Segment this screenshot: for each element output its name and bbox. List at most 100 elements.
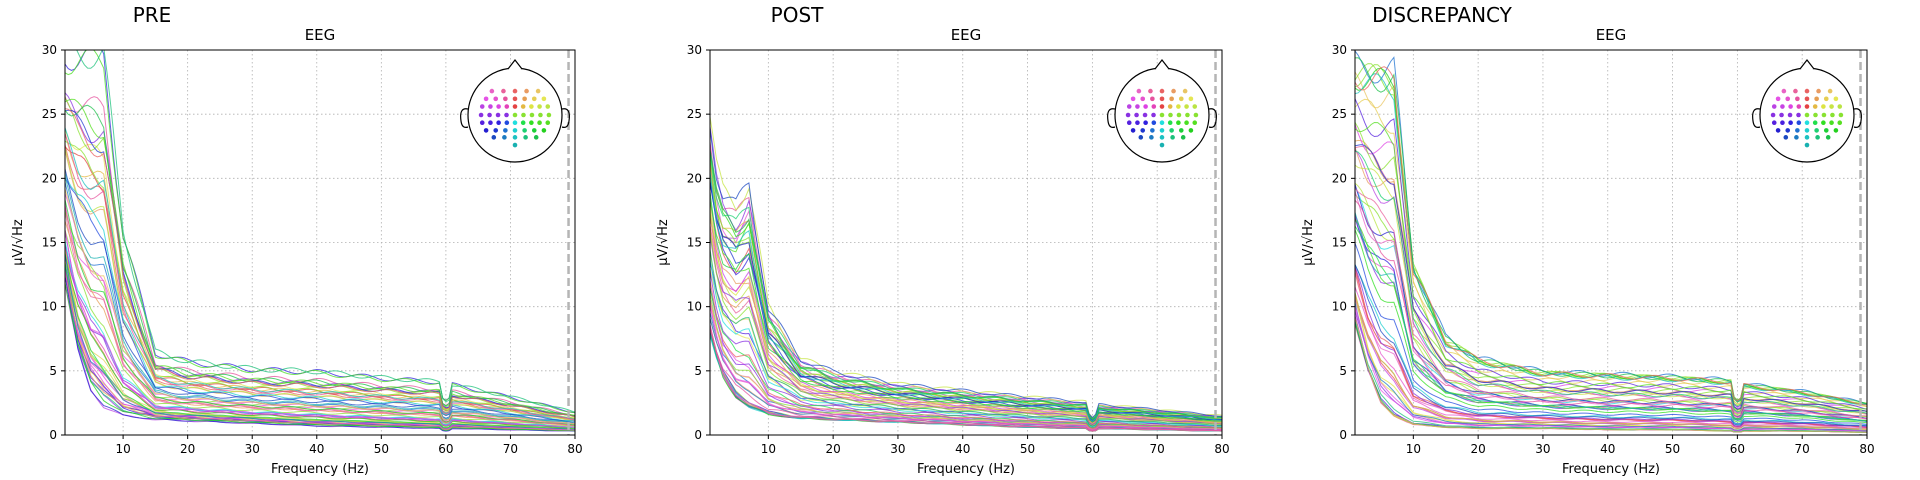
sensor-dot — [522, 96, 527, 102]
y-axis-label: µV/√Hz — [656, 219, 671, 266]
sensor-dot — [1143, 104, 1148, 109]
sensor-dot — [1130, 96, 1136, 102]
sensor-dot — [1804, 104, 1810, 109]
sensor-dot — [1159, 104, 1165, 109]
channel-trace — [1355, 66, 1867, 406]
sensor-dot — [521, 112, 526, 118]
sensor-dot — [1180, 135, 1186, 140]
sensor-dot — [1149, 135, 1154, 140]
channel-trace — [65, 243, 575, 428]
panel-pre: 10 20 30 40 50 60 70 80 0 5 10 15 20 25 30 Frequency (H… — [11, 3, 583, 477]
panel-title: DISCREPANCY — [1372, 3, 1513, 27]
channel-trace — [710, 288, 1222, 429]
sensor-dot — [538, 112, 543, 118]
sensor-dot — [1182, 88, 1188, 94]
sensor-dot — [1775, 96, 1781, 102]
sensor-dot — [1775, 128, 1781, 133]
channel-traces — [710, 116, 1222, 432]
ticks: 10 20 30 40 50 60 70 80 0 5 10 15 20 25 30 — [687, 43, 1230, 456]
sensor-dot — [1794, 135, 1799, 140]
sensor-dot — [512, 112, 518, 118]
sensor-dot — [531, 128, 537, 133]
sensor-dot — [1130, 128, 1136, 133]
sensor-dot — [1816, 88, 1821, 94]
channel-trace — [710, 153, 1222, 421]
x-tick-label: 50 — [374, 442, 389, 456]
y-tick-label: 30 — [1332, 43, 1347, 57]
x-tick-label: 80 — [1214, 442, 1229, 456]
channel-trace — [1355, 199, 1867, 419]
sensor-dot — [503, 96, 508, 102]
x-axis-label: Frequency (Hz) — [271, 462, 369, 477]
sensor-dot — [520, 104, 526, 109]
x-tick-label: 30 — [245, 442, 260, 456]
left-ear — [1107, 108, 1116, 128]
channel-trace — [1355, 150, 1867, 414]
x-tick-label: 20 — [825, 442, 840, 456]
sensor-dot — [1779, 112, 1784, 118]
sensor-dot — [504, 120, 510, 126]
sensor-dot — [1829, 104, 1834, 109]
y-tick-label: 5 — [1339, 364, 1347, 378]
channel-trace — [1355, 121, 1867, 410]
channel-trace — [65, 248, 575, 429]
channel-trace — [65, 271, 575, 431]
nose — [1154, 59, 1170, 70]
sensor-dot — [1838, 112, 1844, 118]
x-tick-label: 50 — [1020, 442, 1035, 456]
channel-trace — [1355, 264, 1867, 426]
sensor-dot — [1159, 96, 1165, 102]
x-axis-label: Frequency (Hz) — [917, 462, 1015, 477]
sensor-dot — [1770, 112, 1776, 118]
channel-trace — [65, 133, 575, 421]
sensor-dot — [545, 104, 551, 109]
sensor-dot — [1136, 88, 1142, 94]
sensor-dot — [1151, 120, 1157, 126]
y-tick-label: 20 — [42, 171, 57, 185]
sensor-dot — [512, 142, 518, 148]
channel-trace — [65, 229, 575, 427]
sensor-dot — [1780, 104, 1785, 109]
channel-trace — [1355, 302, 1867, 432]
channel-trace — [1355, 317, 1867, 433]
sensor-layout-inset — [1107, 59, 1217, 163]
sensor-dot — [502, 135, 507, 140]
sensor-dot — [1151, 104, 1157, 109]
sensor-dot — [535, 88, 541, 94]
sensor-dot — [1176, 112, 1182, 118]
sensor-dot — [533, 135, 539, 140]
channel-trace — [65, 205, 575, 427]
sensor-dot — [483, 96, 489, 102]
right-ear — [1853, 108, 1862, 128]
sensor-dot — [1821, 112, 1827, 118]
x-tick-label: 10 — [1406, 442, 1421, 456]
sensor-dot — [1812, 120, 1818, 126]
channel-trace — [710, 258, 1222, 428]
channel-trace — [710, 200, 1222, 423]
channel-trace — [1355, 264, 1867, 427]
sensor-dot — [478, 112, 484, 118]
x-tick-label: 50 — [1665, 442, 1680, 456]
x-tick-label: 70 — [503, 442, 518, 456]
sensor-dot — [1830, 112, 1835, 118]
channel-trace — [65, 50, 575, 414]
sensor-dot — [1796, 104, 1802, 109]
sensor-dot — [491, 135, 497, 140]
sensor-dot — [1771, 120, 1777, 126]
sensor-dot — [1796, 120, 1802, 126]
sensor-dot — [1142, 112, 1148, 118]
channel-trace — [710, 249, 1222, 427]
left-ear — [1752, 108, 1761, 128]
channel-trace — [1355, 121, 1867, 413]
sensor-dot — [1804, 120, 1810, 126]
channel-trace — [65, 168, 575, 424]
y-tick-label: 25 — [687, 107, 702, 121]
x-tick-label: 40 — [955, 442, 970, 456]
y-tick-label: 0 — [694, 428, 702, 442]
sensor-dot — [493, 128, 499, 133]
y-tick-label: 0 — [1339, 428, 1347, 442]
panel-post: 10 20 30 40 50 60 70 80 0 5 10 15 20 25 30 Frequency (H… — [656, 3, 1230, 477]
sensor-dot — [1795, 128, 1800, 133]
sensor-dot — [1825, 135, 1831, 140]
x-tick-label: 30 — [890, 442, 905, 456]
